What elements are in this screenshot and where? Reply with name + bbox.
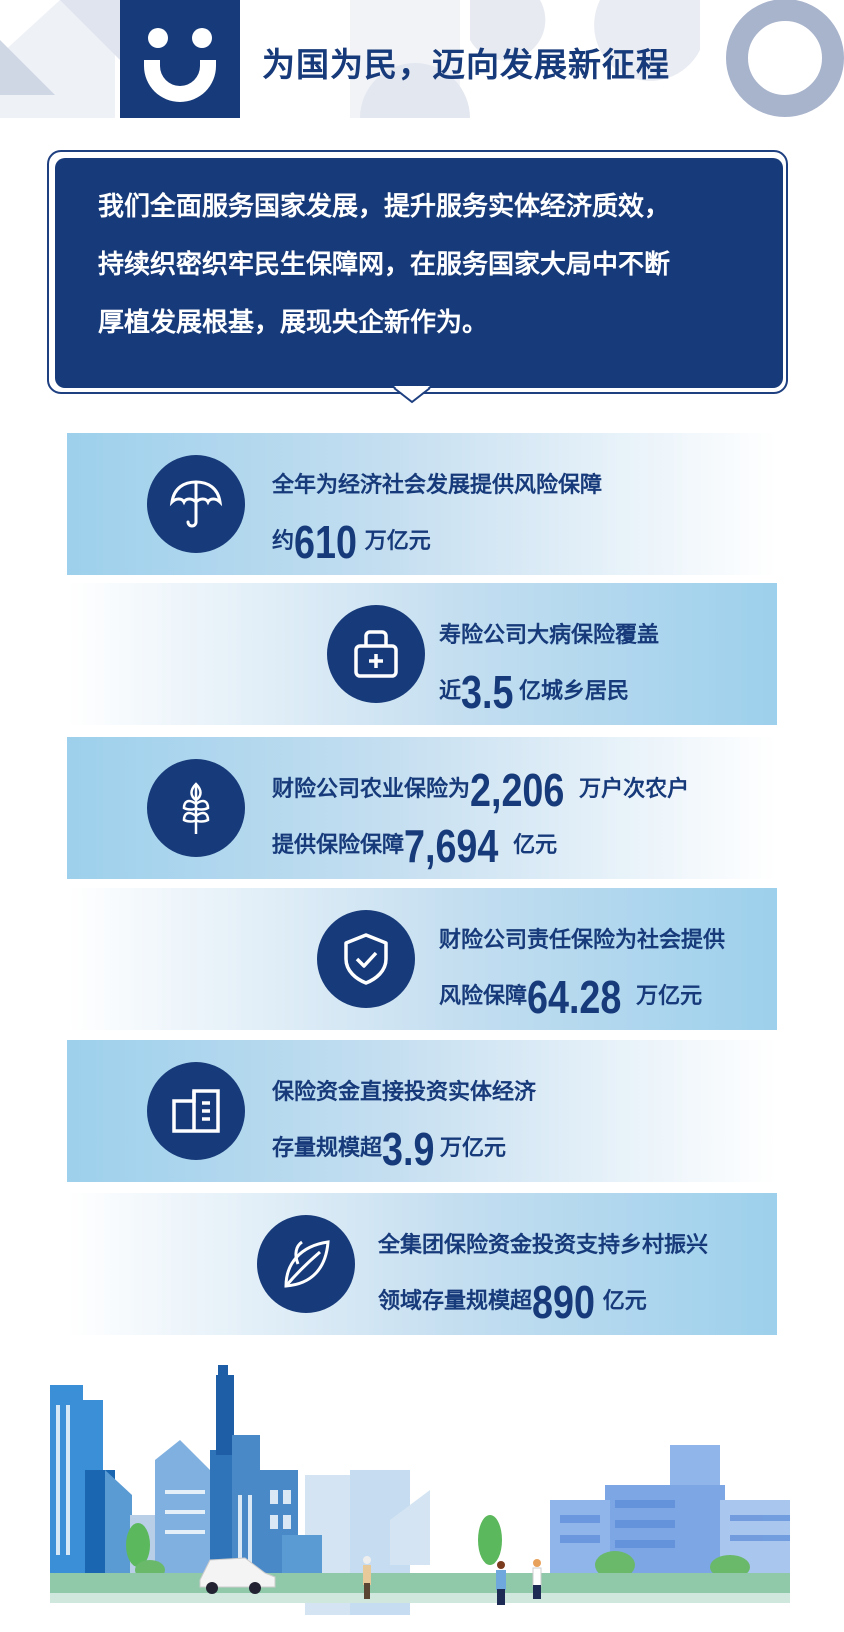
stat-label: 约 <box>272 529 295 554</box>
stat-line: 财险公司责任保险为社会提供 <box>439 902 725 958</box>
document-folder-icon <box>147 1062 245 1160</box>
stat-label: 全集团保险资金投资支持乡村振兴 <box>378 1233 709 1258</box>
header-decoration <box>0 0 844 118</box>
stat-number: 610 <box>294 516 357 568</box>
stat-label: 保险资金直接投资实体经济 <box>272 1080 537 1105</box>
stat-label: 亿元 <box>602 1289 647 1314</box>
stat-label: 提供保险保障 <box>272 833 405 858</box>
stat-line: 风险保障 64.28 万亿元 <box>439 958 725 1023</box>
stat-text: 全年为经济社会发展提供风险保障约 610 万亿元 <box>272 447 602 568</box>
stat-text: 寿险公司大病保险覆盖近 3.5 亿城乡居民 <box>439 597 659 718</box>
intro-line: 我们全面服务国家发展，提升服务实体经济质效， <box>98 192 671 222</box>
stat-line: 财险公司农业保险为 2,206 万户次农户 <box>272 751 690 816</box>
stat-label: 近 <box>439 679 462 704</box>
umbrella-icon <box>147 455 245 553</box>
medical-kit-icon <box>327 605 425 703</box>
stat-label: 亿城乡居民 <box>518 679 629 704</box>
stat-text: 保险资金直接投资实体经济 存量规模超 3.9 万亿元 <box>272 1054 536 1175</box>
stat-label: 全年为经济社会发展提供风险保障 <box>272 473 603 498</box>
stat-card: 全年为经济社会发展提供风险保障约 610 万亿元 <box>67 433 777 575</box>
wheat-icon <box>147 759 245 857</box>
stat-line: 提供保险保障 7,694 亿元 <box>272 807 689 872</box>
stat-label: 领域存量规模超 <box>378 1289 533 1314</box>
stat-label: 寿险公司大病保险覆盖 <box>439 623 660 648</box>
stat-card: 财险公司农业保险为 2,206 万户次农户提供保险保障 7,694 亿元 <box>67 737 777 879</box>
stat-label: 亿元 <box>513 833 558 858</box>
stat-label: 万亿元 <box>439 1136 506 1161</box>
bubble-tail <box>393 386 431 404</box>
stat-number: 2,206 <box>470 764 565 816</box>
stat-number: 7,694 <box>404 820 499 872</box>
shield-check-icon <box>317 910 415 1008</box>
stat-line: 存量规模超 3.9 万亿元 <box>272 1110 536 1175</box>
stat-label: 存量规模超 <box>272 1136 383 1161</box>
stat-line: 约 610 万亿元 <box>272 503 602 568</box>
smiley-icon <box>144 28 216 102</box>
intro-line: 持续织密织牢民生保障网，在服务国家大局中不断 <box>98 250 671 280</box>
people <box>363 1556 542 1605</box>
stat-line: 领域存量规模超 890 亿元 <box>378 1263 708 1328</box>
stat-label: 万户次农户 <box>579 777 690 802</box>
smiley-logo <box>120 0 240 118</box>
page-title: 为国为民，迈向发展新征程 <box>262 45 670 84</box>
car <box>199 1557 276 1594</box>
stat-line: 近 3.5 亿城乡居民 <box>439 653 659 718</box>
stat-label: 万亿元 <box>636 984 703 1009</box>
stat-number: 3.5 <box>461 666 514 718</box>
stat-number: 64.28 <box>527 971 622 1023</box>
intro-line: 厚植发展根基，展现央企新作为。 <box>98 308 489 338</box>
leaf-icon <box>257 1215 355 1313</box>
intro-bubble <box>55 158 783 388</box>
stat-label: 财险公司责任保险为社会提供 <box>439 928 726 953</box>
stat-text: 财险公司责任保险为社会提供 风险保障 64.28 万亿元 <box>439 902 725 1023</box>
stat-number: 3.9 <box>382 1123 435 1175</box>
stat-label: 风险保障 <box>439 984 528 1009</box>
stat-label: 财险公司农业保险为 <box>272 777 471 802</box>
stat-line: 保险资金直接投资实体经济 <box>272 1054 536 1110</box>
stat-card: 财险公司责任保险为社会提供 风险保障 64.28 万亿元 <box>67 888 777 1030</box>
stat-card: 保险资金直接投资实体经济 存量规模超 3.9 万亿元 <box>67 1040 777 1182</box>
city-illustration <box>50 1365 790 1615</box>
stat-text: 全集团保险资金投资支持乡村振兴 领域存量规模超 890 亿元 <box>378 1207 708 1328</box>
stat-line: 寿险公司大病保险覆盖 <box>439 597 659 653</box>
stat-label: 万亿元 <box>364 529 431 554</box>
stat-line: 全年为经济社会发展提供风险保障 <box>272 447 602 503</box>
stat-line: 全集团保险资金投资支持乡村振兴 <box>378 1207 708 1263</box>
stat-card: 寿险公司大病保险覆盖近 3.5 亿城乡居民 <box>67 583 777 725</box>
stat-text: 财险公司农业保险为 2,206 万户次农户提供保险保障 7,694 亿元 <box>272 751 690 872</box>
stat-number: 890 <box>532 1276 595 1328</box>
intro-text: 我们全面服务国家发展，提升服务实体经济质效， 持续织密织牢民生保障网，在服务国家… <box>98 178 758 352</box>
stat-card: 全集团保险资金投资支持乡村振兴 领域存量规模超 890 亿元 <box>67 1193 777 1335</box>
